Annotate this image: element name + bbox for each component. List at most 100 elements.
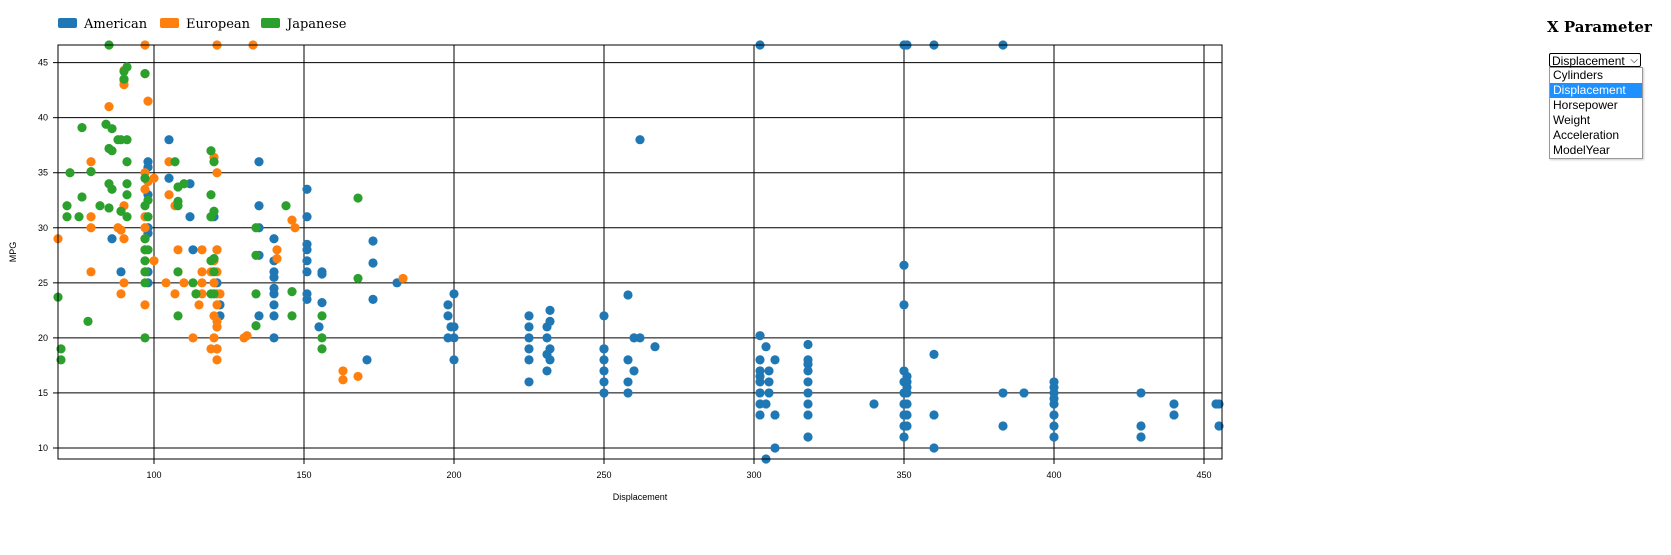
data-point [803, 399, 813, 409]
data-point [272, 254, 282, 264]
data-point [269, 300, 279, 310]
data-point [65, 168, 75, 178]
data-point [443, 300, 453, 310]
data-point [104, 143, 114, 154]
data-point [353, 371, 363, 382]
data-point [140, 267, 150, 277]
data-point [287, 287, 297, 297]
x-parameter-panel: X Parameter Displacement ⌵ Cylinders Disp… [1539, 18, 1664, 159]
data-point [1136, 388, 1146, 398]
option-weight[interactable]: Weight [1553, 113, 1591, 127]
data-point [140, 184, 150, 194]
data-point [116, 267, 126, 277]
data-point [197, 278, 207, 288]
data-point [302, 267, 312, 277]
data-point [119, 66, 129, 77]
data-point [761, 342, 771, 352]
data-point [302, 294, 312, 304]
data-point [929, 349, 939, 359]
data-point [1136, 421, 1146, 431]
x-parameter-select[interactable]: Displacement ⌵ [1549, 53, 1641, 68]
chevron-down-icon: ⌵ [1630, 55, 1638, 66]
data-point [281, 201, 291, 211]
y-axis-label: MPG [8, 242, 18, 263]
data-point [188, 245, 198, 255]
data-point [1049, 432, 1059, 442]
data-point [1049, 382, 1059, 393]
data-point [623, 290, 633, 300]
data-point [206, 212, 216, 222]
data-point [194, 300, 204, 310]
x-tick-label: 200 [446, 470, 461, 480]
data-point [107, 124, 117, 134]
data-point [140, 173, 150, 183]
data-point [302, 184, 312, 194]
y-tick-label: 25 [38, 278, 48, 288]
data-point [449, 333, 459, 343]
data-point [1211, 399, 1221, 409]
data-point [1049, 410, 1059, 420]
data-point [998, 388, 1008, 398]
data-point [755, 355, 765, 365]
data-point [188, 278, 198, 288]
data-point [212, 355, 222, 365]
data-point [524, 322, 534, 332]
data-point [338, 375, 348, 385]
data-point [122, 157, 132, 167]
data-point [86, 223, 96, 233]
data-point [209, 267, 219, 277]
data-point [899, 260, 909, 270]
data-point [524, 344, 534, 354]
data-point [206, 146, 216, 156]
data-point [140, 69, 150, 79]
data-point [902, 382, 912, 393]
data-point [869, 399, 879, 409]
data-point [173, 245, 183, 255]
data-point [599, 311, 609, 321]
data-point [170, 157, 180, 167]
data-point [755, 410, 765, 420]
x-tick-label: 400 [1046, 470, 1061, 480]
option-horsepower[interactable]: Horsepower [1553, 98, 1618, 112]
data-point [902, 410, 912, 420]
data-point [368, 236, 378, 246]
data-point [635, 135, 645, 145]
data-point [143, 212, 153, 222]
data-point [764, 366, 774, 376]
option-cylinders[interactable]: Cylinders [1553, 68, 1604, 82]
option-displacement[interactable]: Displacement [1550, 83, 1642, 98]
data-point [524, 333, 534, 343]
data-point [212, 300, 222, 310]
data-point [140, 278, 150, 288]
option-acceleration[interactable]: Acceleration [1553, 128, 1620, 142]
data-point [1169, 399, 1179, 409]
data-point [185, 212, 195, 222]
data-point [599, 388, 609, 398]
data-point [209, 289, 219, 299]
data-point [629, 366, 639, 376]
data-point [122, 179, 132, 189]
data-point [254, 311, 264, 321]
data-point [197, 267, 207, 277]
data-point [1019, 388, 1029, 398]
data-point [149, 256, 159, 266]
data-point [770, 443, 780, 453]
data-point [902, 399, 912, 409]
data-point [317, 269, 327, 279]
data-point [77, 122, 87, 133]
x-tick-label: 150 [296, 470, 311, 480]
data-point [770, 355, 780, 365]
data-point [623, 355, 633, 365]
data-point [317, 311, 327, 321]
data-point [599, 344, 609, 354]
selected-value: Displacement [1552, 54, 1625, 68]
data-point [86, 212, 96, 222]
data-point [755, 388, 765, 398]
data-point [287, 215, 297, 225]
data-point [140, 234, 150, 244]
option-modelyear[interactable]: ModelYear [1553, 143, 1610, 157]
legend-label: American [83, 17, 148, 32]
legend-swatch [261, 18, 280, 28]
data-point [164, 190, 174, 200]
data-point [209, 278, 219, 288]
